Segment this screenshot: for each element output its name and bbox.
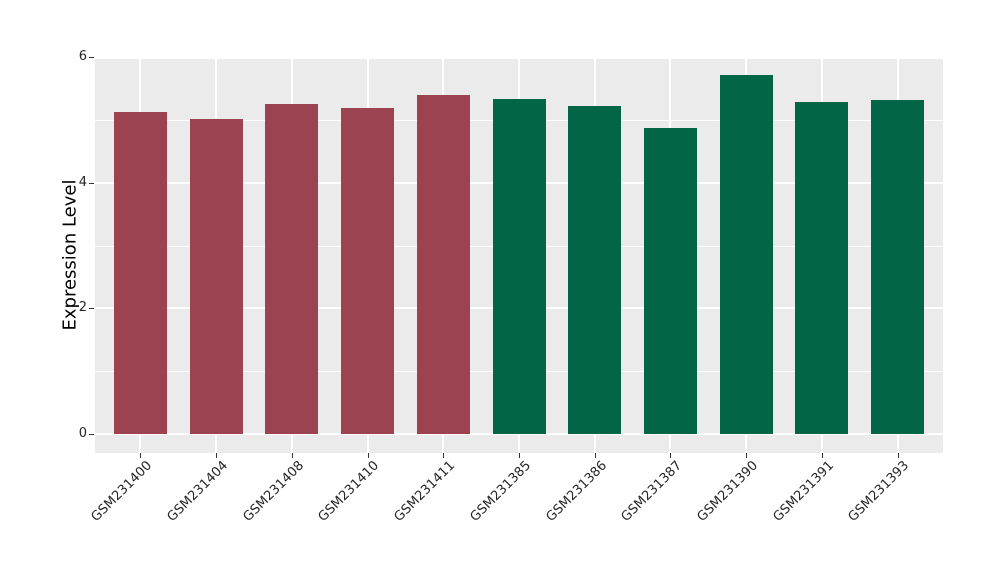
bar-GSM231387 <box>643 128 697 434</box>
bar-GSM231385 <box>492 99 546 434</box>
x-axis-tick-label: GSM231410 <box>315 458 383 525</box>
y-axis-tick <box>89 308 94 310</box>
x-axis-tick-label: GSM231387 <box>618 458 686 525</box>
bar-GSM231411 <box>416 95 470 434</box>
bar-GSM231404 <box>189 118 243 434</box>
x-axis-tick <box>367 453 369 458</box>
gridline-major <box>95 433 943 435</box>
x-axis-tick <box>443 453 445 458</box>
x-axis-tick-label: GSM231411 <box>391 458 459 525</box>
bar-GSM231386 <box>568 106 622 434</box>
bar-GSM231408 <box>265 103 319 434</box>
y-axis-tick-label: 4 <box>78 174 87 190</box>
bar-GSM231410 <box>341 107 395 434</box>
bar-GSM231391 <box>795 101 849 434</box>
x-axis-tick-label: GSM231400 <box>88 458 156 525</box>
x-axis-tick-label: GSM231408 <box>240 458 307 525</box>
x-axis-tick <box>594 453 596 458</box>
x-axis-tick <box>216 453 218 458</box>
gridline-major <box>95 57 943 59</box>
y-axis-tick-label: 6 <box>78 49 87 65</box>
x-axis-tick <box>291 453 293 458</box>
x-axis-tick <box>670 453 672 458</box>
x-axis-tick-label: GSM231404 <box>164 458 232 525</box>
x-axis-tick <box>140 453 142 458</box>
x-axis-tick-label: GSM231386 <box>543 458 610 525</box>
y-axis-tick-label: 0 <box>78 426 87 441</box>
y-axis-tick-label: 2 <box>78 300 87 316</box>
x-axis-tick <box>519 453 520 458</box>
bar-GSM231400 <box>113 112 167 434</box>
bar-GSM231390 <box>719 74 773 434</box>
x-axis-tick <box>746 453 748 458</box>
x-axis-tick-label: GSM231385 <box>467 458 534 525</box>
y-axis-tick <box>89 182 94 184</box>
plot-panel <box>95 57 943 453</box>
x-axis-tick-label: GSM231390 <box>694 458 762 525</box>
bar-GSM231393 <box>871 99 925 434</box>
x-axis-tick <box>897 453 899 458</box>
x-axis-tick-label: GSM231391 <box>770 458 837 525</box>
y-axis-tick <box>89 57 94 59</box>
x-axis-tick <box>821 453 823 458</box>
x-axis-tick-label: GSM231393 <box>845 458 913 525</box>
y-axis-tick <box>89 434 94 435</box>
